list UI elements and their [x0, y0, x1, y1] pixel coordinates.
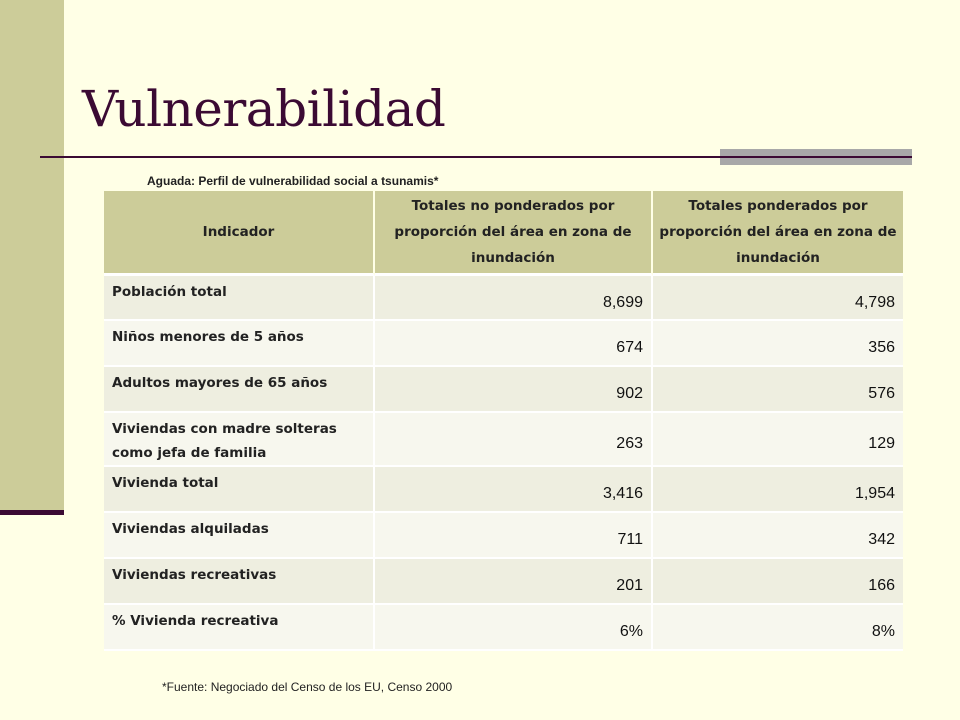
row-unweighted: 3,416 [375, 467, 653, 513]
row-unweighted: 8,699 [375, 276, 653, 321]
table-row: % Vivienda recreativa 6% 8% [104, 605, 903, 651]
title-rule-accent [720, 149, 912, 165]
row-unweighted: 6% [375, 605, 653, 651]
title-rule [40, 156, 912, 158]
left-accent-underline [0, 510, 64, 515]
table-row: Población total 8,699 4,798 [104, 276, 903, 321]
source-footnote: *Fuente: Negociado del Censo de los EU, … [162, 680, 453, 694]
row-unweighted: 902 [375, 367, 653, 413]
row-weighted: 576 [653, 367, 903, 413]
row-unweighted: 201 [375, 559, 653, 605]
row-weighted: 129 [653, 413, 903, 467]
vulnerability-table: Indicador Totales no ponderados por prop… [104, 191, 903, 651]
header-weighted: Totales ponderados por proporción del ár… [653, 191, 903, 276]
row-weighted: 356 [653, 321, 903, 367]
row-indicator: Viviendas alquiladas [104, 513, 375, 559]
row-unweighted: 263 [375, 413, 653, 467]
table-row: Adultos mayores de 65 años 902 576 [104, 367, 903, 413]
row-weighted: 8% [653, 605, 903, 651]
left-accent-bar [0, 0, 64, 512]
table-row: Viviendas recreativas 201 166 [104, 559, 903, 605]
header-indicator: Indicador [104, 191, 375, 276]
header-unweighted: Totales no ponderados por proporción del… [375, 191, 653, 276]
row-indicator: Niños menores de 5 años [104, 321, 375, 367]
row-weighted: 166 [653, 559, 903, 605]
row-indicator: Población total [104, 276, 375, 321]
row-indicator: Viviendas recreativas [104, 559, 375, 605]
table-caption: Aguada: Perfil de vulnerabilidad social … [147, 174, 439, 188]
row-indicator: % Vivienda recreativa [104, 605, 375, 651]
row-unweighted: 674 [375, 321, 653, 367]
slide-title: Vulnerabilidad [82, 80, 446, 138]
row-indicator: Viviendas con madre solteras como jefa d… [104, 413, 375, 467]
table-row: Viviendas con madre solteras como jefa d… [104, 413, 903, 467]
table-row: Niños menores de 5 años 674 356 [104, 321, 903, 367]
row-indicator: Adultos mayores de 65 años [104, 367, 375, 413]
row-unweighted: 711 [375, 513, 653, 559]
table-row: Vivienda total 3,416 1,954 [104, 467, 903, 513]
row-weighted: 1,954 [653, 467, 903, 513]
row-weighted: 4,798 [653, 276, 903, 321]
row-weighted: 342 [653, 513, 903, 559]
table-row: Viviendas alquiladas 711 342 [104, 513, 903, 559]
table-header-row: Indicador Totales no ponderados por prop… [104, 191, 903, 276]
row-indicator: Vivienda total [104, 467, 375, 513]
